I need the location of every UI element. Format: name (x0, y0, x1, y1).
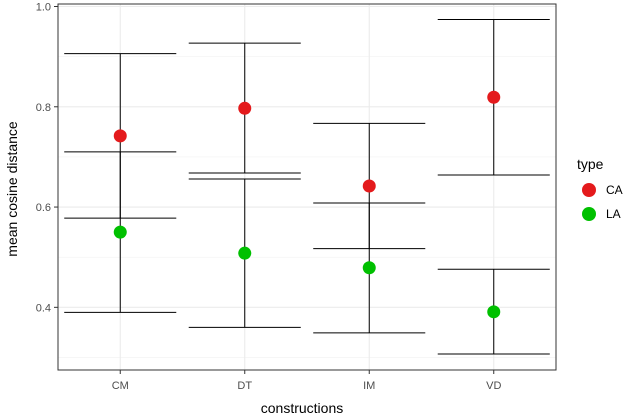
point-LA-IM (362, 261, 376, 275)
point-LA-CM (113, 225, 127, 239)
legend-key-LA (582, 207, 596, 221)
x-tick-label: DT (237, 380, 252, 392)
legend-title: type (577, 156, 604, 172)
legend-label-CA: CA (606, 183, 623, 197)
legend-label-LA: LA (606, 207, 621, 221)
point-LA-VD (487, 305, 501, 319)
y-axis-title: mean cosine distance (4, 121, 20, 257)
grid (58, 4, 556, 370)
point-LA-DT (238, 246, 252, 260)
x-axis-title: constructions (261, 400, 343, 416)
legend-key-CA (582, 183, 596, 197)
point-CA-IM (362, 179, 376, 193)
plot-panel (57, 3, 557, 371)
error-bars (64, 19, 550, 355)
legend: type CA LA (577, 156, 623, 221)
y-axis: 0.4 0.6 0.8 1.0 (36, 2, 58, 314)
x-tick-label: CM (112, 380, 129, 392)
y-tick-label: 0.6 (36, 202, 51, 214)
x-tick-label: IM (363, 380, 375, 392)
x-tick-label: VD (486, 380, 501, 392)
y-tick-label: 0.8 (36, 102, 51, 114)
y-tick-label: 0.4 (36, 302, 51, 314)
point-CA-VD (487, 90, 501, 104)
y-tick-label: 1.0 (36, 2, 51, 14)
x-axis: CM DT IM VD (112, 370, 501, 392)
point-CA-CM (113, 129, 127, 143)
point-CA-DT (238, 101, 252, 115)
data-points (113, 90, 501, 319)
